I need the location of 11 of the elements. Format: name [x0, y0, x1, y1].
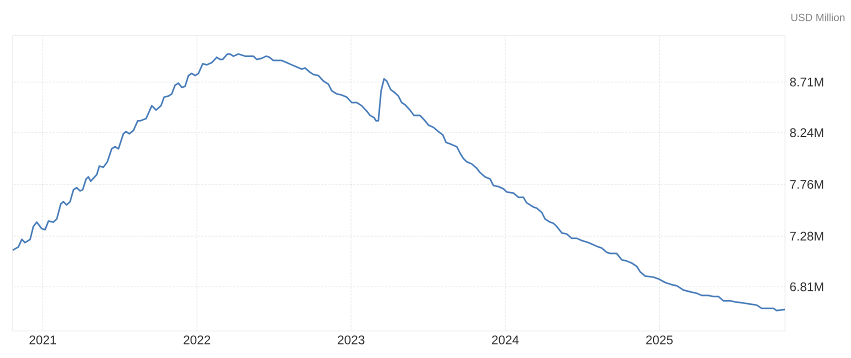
x-tick-label: 2022	[184, 336, 210, 344]
x-tick-label: 2023	[338, 336, 364, 344]
y-tick-label: 6.81M	[790, 282, 824, 292]
x-tick-label: 2025	[646, 336, 673, 344]
y-tick-label: 7.76M	[790, 180, 824, 189]
y-tick-label: 8.24M	[790, 128, 824, 138]
x-tick-label: 2021	[30, 336, 56, 344]
x-tick-label: 2024	[492, 336, 519, 344]
y-tick-label: 8.71M	[790, 78, 824, 86]
y-axis-title: USD Million	[791, 14, 844, 22]
y-tick-label: 7.28M	[790, 232, 824, 241]
